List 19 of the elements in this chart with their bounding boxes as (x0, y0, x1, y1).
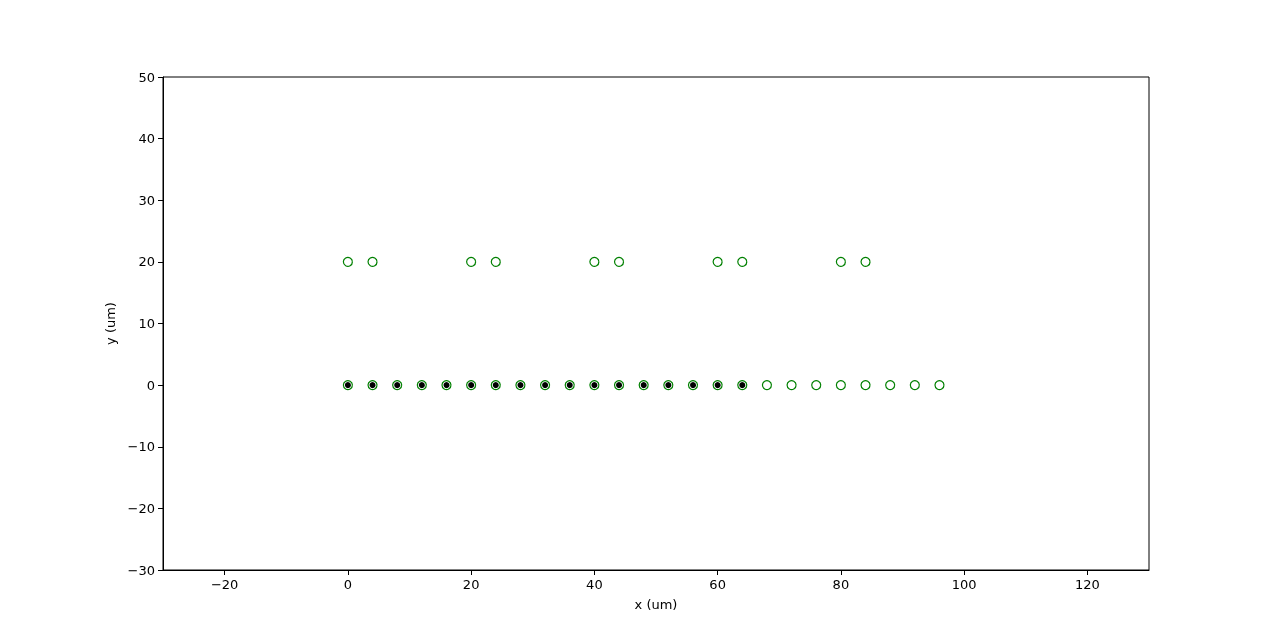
y-axis-title: y (um) (102, 302, 118, 345)
y-tick-label: −30 (127, 562, 155, 578)
y-tick-label: −10 (127, 439, 155, 455)
y-tick-label: 20 (138, 254, 155, 270)
x-tick-label: −20 (210, 577, 239, 592)
x-tick-label: 60 (709, 577, 726, 592)
x-tick-label: 20 (462, 577, 480, 592)
x-axis-title: x (um) (634, 597, 678, 612)
y-tick-label: 50 (138, 69, 155, 85)
y-tick-label: 0 (146, 377, 155, 393)
x-tick-label: 0 (343, 577, 353, 592)
x-tick-label: 100 (951, 577, 977, 592)
y-tick-label: 10 (138, 316, 155, 331)
y-tick-label: 40 (138, 131, 155, 147)
x-tick-label: 40 (586, 577, 603, 592)
x-tick-label: 120 (1074, 577, 1100, 592)
x-tick-label: 80 (832, 577, 850, 592)
y-tick-label: 30 (138, 192, 155, 208)
y-tick-label: −20 (127, 500, 155, 516)
